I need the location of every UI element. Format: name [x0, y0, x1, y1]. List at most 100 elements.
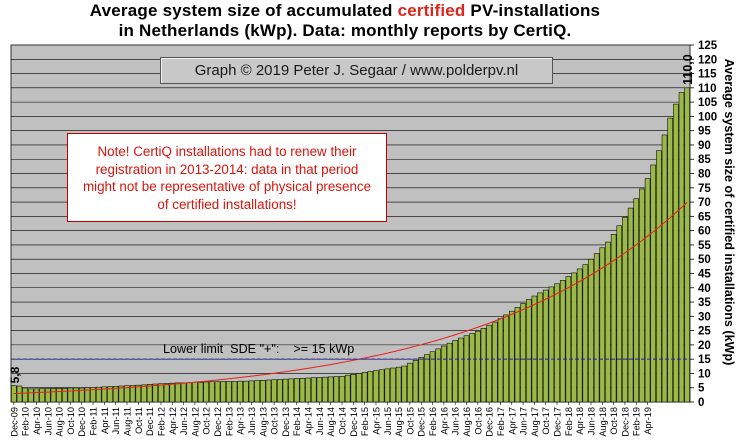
bar — [299, 378, 306, 403]
bar — [248, 380, 255, 403]
lower-limit-label: Lower limit SDE "+": >= 15 kWp — [163, 342, 354, 356]
bar — [265, 379, 272, 403]
x-tick-label: Oct-10 — [66, 407, 76, 435]
bar — [441, 345, 447, 403]
bar — [435, 348, 441, 403]
bar — [350, 374, 357, 403]
bar — [520, 303, 526, 403]
x-tick-label: Feb-11 — [89, 407, 99, 435]
x-tick-label: Aug-10 — [55, 407, 65, 437]
bar — [50, 388, 57, 403]
y-tick-label: 60 — [698, 226, 711, 238]
x-axis-ticks: Dec-09 Feb-10 Apr-10 Jun-10 Aug-10 Oct-10 Dec-… — [9, 402, 653, 437]
bar — [22, 387, 28, 403]
bar — [95, 386, 102, 403]
x-tick-label: Apr-18 — [575, 407, 585, 435]
x-tick-label: Dec-17 — [553, 407, 563, 437]
bar — [684, 87, 690, 403]
y-axis-label: Average system size of certified install… — [722, 58, 736, 366]
x-tick-label: Aug-15 — [394, 407, 404, 437]
bar — [367, 371, 374, 403]
x-tick-label: Jun-13 — [247, 407, 257, 435]
x-tick-label: Apr-13 — [236, 407, 246, 435]
note-box: Note! CertiQ installations had to renew … — [67, 133, 387, 222]
y-tick-label: 120 — [698, 54, 717, 66]
bar — [390, 367, 396, 403]
x-tick-label: Dec-12 — [213, 407, 223, 437]
x-tick-label: Oct-13 — [270, 407, 280, 435]
bar — [678, 92, 685, 403]
x-tick-label: Apr-17 — [507, 407, 517, 435]
x-tick-label: Oct-18 — [609, 407, 619, 435]
x-tick-label: Apr-11 — [100, 407, 110, 434]
bar — [175, 382, 181, 403]
bar — [412, 360, 419, 403]
bar — [107, 386, 113, 403]
x-tick-label: Jun-15 — [383, 407, 393, 435]
note-line: registration in 2013-2014: data in that … — [95, 161, 359, 177]
bar — [616, 225, 623, 403]
bar — [333, 376, 340, 403]
x-tick-label: Dec-16 — [485, 407, 495, 437]
bar — [203, 381, 209, 403]
y-tick-label: 5 — [698, 383, 705, 395]
bar — [28, 388, 34, 403]
bar — [492, 321, 498, 403]
last-value-label: 110,0 — [681, 54, 695, 85]
y-tick-label: 30 — [698, 311, 711, 323]
bar — [169, 382, 176, 403]
bar — [401, 365, 408, 403]
x-tick-label: Jun-10 — [43, 407, 53, 435]
y-tick-label: 100 — [698, 111, 717, 123]
title-text-end: PV-installations — [465, 1, 601, 20]
bar — [650, 164, 656, 403]
y-tick-label: 55 — [698, 240, 711, 252]
bar — [220, 381, 226, 403]
bar — [16, 385, 23, 403]
bar — [531, 295, 538, 403]
bar — [525, 299, 532, 403]
bar — [384, 368, 391, 403]
bar — [39, 388, 45, 403]
bar — [141, 384, 147, 403]
x-tick-label: Aug-18 — [598, 407, 608, 437]
bar — [254, 380, 260, 403]
bar — [644, 178, 651, 403]
x-tick-label: Aug-11 — [122, 407, 132, 436]
bar — [509, 310, 515, 403]
bars — [11, 87, 690, 403]
x-tick-label: Apr-15 — [371, 407, 381, 435]
x-tick-label: Feb-15 — [360, 407, 370, 436]
y-tick-label: 20 — [698, 340, 711, 352]
trend-line — [13, 201, 688, 395]
bar — [565, 276, 572, 403]
bar — [605, 241, 611, 403]
bar — [361, 372, 368, 403]
x-tick-label: Apr-16 — [439, 407, 449, 435]
x-tick-label: Oct-14 — [338, 407, 348, 435]
bar — [305, 377, 311, 403]
y-tick-label: 15 — [698, 354, 711, 366]
bar — [407, 362, 413, 403]
y-tick-label: 10 — [698, 368, 711, 380]
bar — [152, 383, 159, 403]
bar — [158, 383, 164, 403]
bar — [344, 374, 351, 403]
x-tick-label: Dec-15 — [417, 407, 427, 437]
x-tick-label: Feb-14 — [292, 407, 302, 436]
bar — [424, 354, 430, 403]
bar — [310, 377, 317, 403]
bar — [33, 388, 40, 403]
bar — [45, 388, 51, 403]
title-highlight: certified — [397, 1, 466, 20]
bar — [458, 337, 464, 403]
bar — [146, 384, 153, 403]
bar — [243, 380, 249, 403]
bar — [214, 381, 221, 403]
x-tick-label: Dec-10 — [77, 407, 87, 437]
bar — [73, 387, 79, 403]
y-axis-ticks: 0 5 10 15 20 25 30 35 40 45 50 55 60 65 70 75 80 85 90 95 10… — [690, 40, 718, 409]
bar — [118, 385, 125, 403]
x-tick-label: Aug-13 — [258, 407, 268, 437]
